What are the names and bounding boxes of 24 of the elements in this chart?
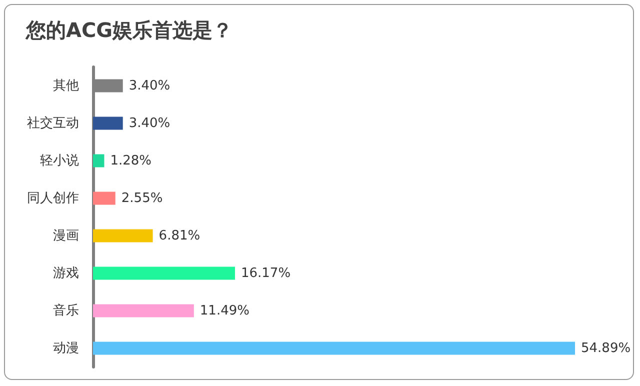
data-label: 11.49% [200, 303, 250, 318]
data-label: 1.28% [110, 153, 152, 168]
y-tick-label: 漫画 [53, 228, 79, 244]
y-tick-label: 游戏 [53, 266, 79, 281]
bar [93, 229, 153, 242]
bar [93, 266, 235, 280]
data-label: 54.89% [581, 340, 631, 356]
data-label: 3.40% [128, 116, 170, 131]
y-tick-label: 社交互动 [27, 114, 79, 131]
bar [93, 304, 194, 318]
data-label: 3.40% [128, 78, 170, 94]
y-tick-label: 音乐 [53, 303, 79, 318]
data-label: 16.17% [240, 266, 291, 281]
y-tick-label: 其他 [53, 78, 79, 94]
bar [93, 154, 104, 168]
chart-title: 您的ACG娱乐首选是？ [25, 18, 233, 42]
y-tick-label: 同人创作 [27, 190, 79, 206]
y-tick-label: 动漫 [53, 340, 79, 356]
data-label: 6.81% [158, 228, 200, 244]
bar [93, 116, 123, 130]
data-label: 2.55% [121, 190, 163, 206]
y-tick-label: 轻小说 [40, 153, 79, 168]
bar [93, 342, 575, 355]
bar [93, 192, 116, 205]
